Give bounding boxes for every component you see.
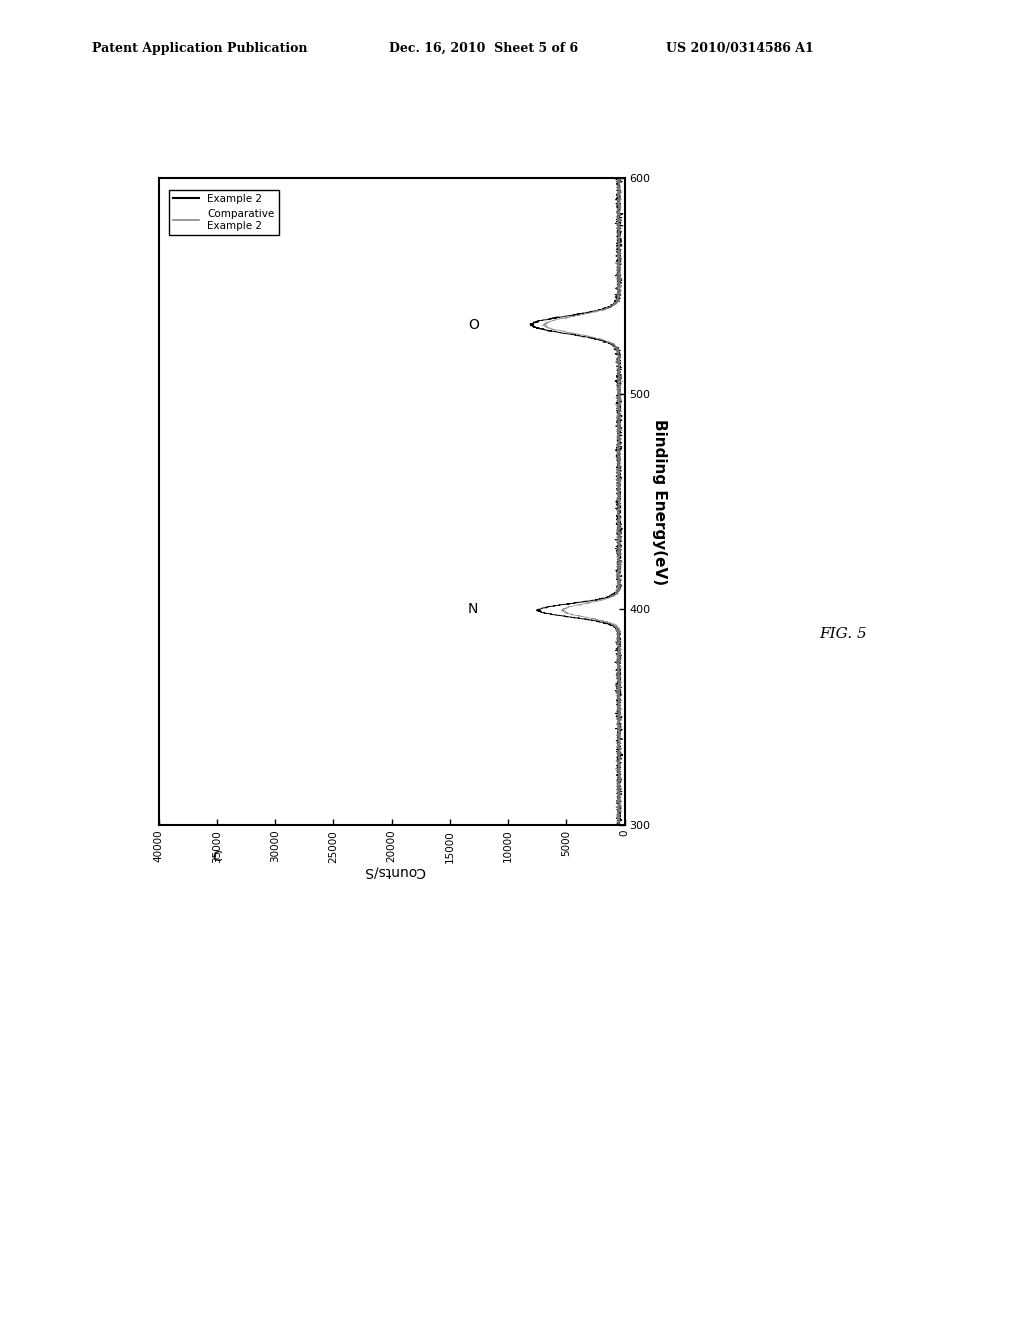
Comparative
Example 2 xyxy=(611,561,624,577)
Y-axis label: Binding Energy(eV): Binding Energy(eV) xyxy=(652,418,668,585)
Text: Dec. 16, 2010  Sheet 5 of 6: Dec. 16, 2010 Sheet 5 of 6 xyxy=(389,42,579,55)
Example 2 xyxy=(610,149,623,165)
Example 2 xyxy=(467,861,479,876)
Comparative
Example 2 xyxy=(611,170,624,186)
Comparative
Example 2 xyxy=(610,343,623,359)
Example 2 xyxy=(613,170,626,186)
Text: Patent Application Publication: Patent Application Publication xyxy=(92,42,307,55)
Legend: Example 2, Comparative
Example 2: Example 2, Comparative Example 2 xyxy=(169,190,279,235)
Example 2 xyxy=(613,561,626,577)
Example 2 xyxy=(616,206,629,222)
Comparative
Example 2 xyxy=(613,523,626,539)
Text: Counts/S: Counts/S xyxy=(364,865,425,879)
Text: O: O xyxy=(468,318,478,331)
Comparative
Example 2 xyxy=(478,861,490,876)
Example 2 xyxy=(611,343,624,359)
Line: Example 2: Example 2 xyxy=(211,157,623,869)
Example 2 xyxy=(612,556,625,572)
Text: US 2010/0314586 A1: US 2010/0314586 A1 xyxy=(666,42,813,55)
Text: FIG. 5: FIG. 5 xyxy=(819,627,867,640)
Line: Comparative
Example 2: Comparative Example 2 xyxy=(251,157,623,869)
Comparative
Example 2 xyxy=(611,556,624,572)
Text: N: N xyxy=(468,602,478,616)
Comparative
Example 2 xyxy=(612,206,625,222)
Comparative
Example 2 xyxy=(613,149,626,165)
Example 2 xyxy=(612,523,625,539)
Text: C: C xyxy=(212,850,222,865)
